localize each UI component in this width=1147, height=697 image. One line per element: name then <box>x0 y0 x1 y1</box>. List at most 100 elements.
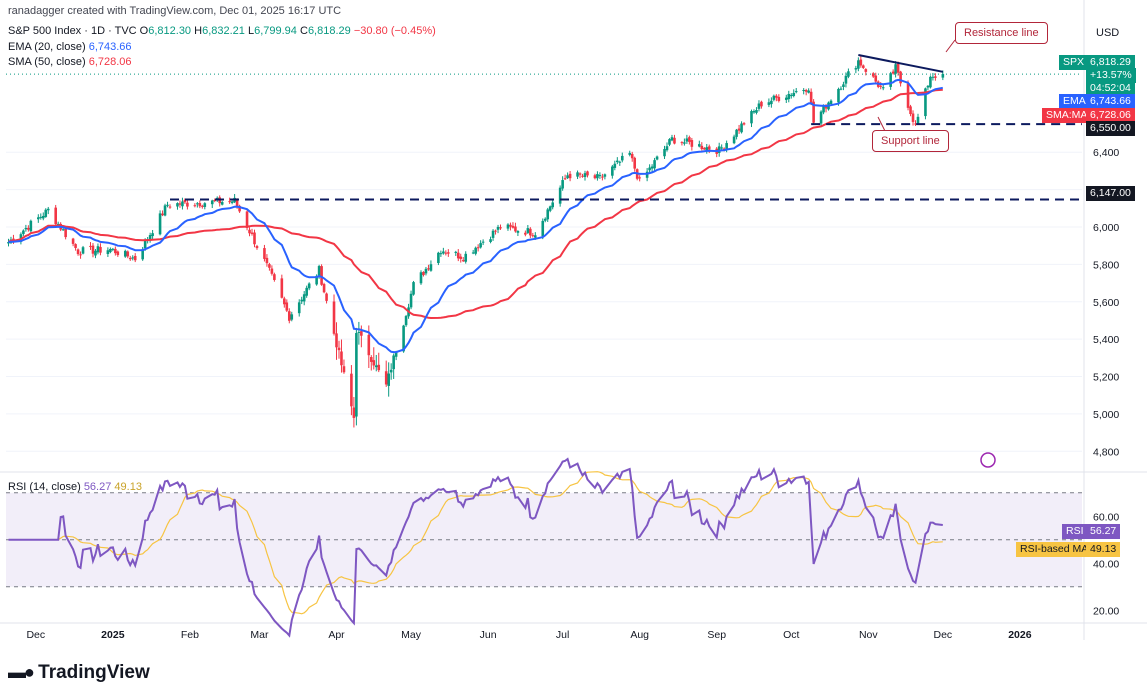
candle-up <box>698 144 701 147</box>
candle-up <box>931 76 935 78</box>
candle-down <box>322 284 326 293</box>
candle-up <box>548 206 552 211</box>
ohlc-c-label: C <box>299 25 308 37</box>
candle-up <box>131 257 135 259</box>
candle-up <box>166 204 169 206</box>
candle-up <box>770 100 773 105</box>
credit-text: ranadagger created with TradingView.com,… <box>8 5 342 17</box>
support-callout[interactable]: Support line <box>872 130 949 152</box>
candle-down <box>690 140 694 147</box>
candle-up <box>158 213 162 235</box>
candle-up <box>404 316 408 326</box>
rsi-ma-axis-label: RSI-based MA <box>1016 542 1093 557</box>
candle-up <box>230 201 234 203</box>
candle-up <box>941 74 945 78</box>
time-tick-label: 2026 <box>1008 629 1032 641</box>
candle-up <box>409 293 413 308</box>
candle-up <box>916 116 920 124</box>
candle-down <box>325 293 328 301</box>
candle-up <box>857 60 860 69</box>
rsi-legend-ma: 49.13 <box>114 481 142 493</box>
candle-up <box>37 217 40 220</box>
candle-up <box>807 90 810 93</box>
candle-down <box>377 364 381 371</box>
candle-down <box>578 173 582 175</box>
candle-down <box>342 366 346 373</box>
ema-legend-value: 6,743.66 <box>88 41 132 53</box>
candle-up <box>489 239 492 242</box>
candle-up <box>628 152 632 155</box>
price-tick-label: 6,400 <box>1093 147 1119 159</box>
candle-up <box>732 136 736 144</box>
sma-legend[interactable]: SMA (50, close) 6,728.06 <box>8 56 132 68</box>
candle-up <box>315 275 318 285</box>
candle-up <box>784 97 788 100</box>
candle-up <box>151 233 154 237</box>
candle-up <box>839 88 843 90</box>
candle-down <box>906 83 910 108</box>
candle-up <box>889 73 892 87</box>
rsi-axis-badge: 56.27 <box>1086 524 1121 539</box>
ohlc-h-label: H <box>194 25 203 37</box>
ema-20-line <box>8 78 943 354</box>
candle-up <box>558 187 562 204</box>
candle-up <box>491 230 495 238</box>
candle-up <box>148 235 152 241</box>
spx-change-badge: +13.57% <box>1086 68 1136 83</box>
ema-legend[interactable]: EMA (20, close) 6,743.66 <box>8 41 132 53</box>
sma-axis-label: SMA:MA <box>1042 108 1092 123</box>
candle-up <box>290 314 294 320</box>
candle-down <box>737 128 741 131</box>
candle-up <box>685 138 689 142</box>
candle-down <box>186 202 189 207</box>
candle-up <box>650 166 654 169</box>
candle-down <box>285 302 289 311</box>
candle-up <box>755 109 758 113</box>
candle-up <box>163 205 167 216</box>
currency-label[interactable]: USD <box>1096 27 1120 39</box>
candle-down <box>332 301 336 334</box>
price-tick-label: 5,800 <box>1093 259 1119 271</box>
candle-down <box>337 347 341 351</box>
sma-legend-label: SMA (50, close) <box>8 56 86 68</box>
candle-up <box>794 91 798 93</box>
candle-down <box>531 235 535 237</box>
candle-down <box>680 142 684 144</box>
tradingview-logo-text: TradingView <box>38 662 150 683</box>
candle-down <box>198 203 202 207</box>
resistance-callout[interactable]: Resistance line <box>955 22 1048 44</box>
candle-up <box>203 203 207 207</box>
candle-down <box>862 65 865 68</box>
spx-timer-badge: 04:52:04 <box>1086 81 1135 96</box>
candle-up <box>81 247 85 254</box>
candle-up <box>442 251 445 254</box>
candle-up <box>926 85 930 88</box>
candle-down <box>64 228 67 238</box>
candle-down <box>914 123 917 125</box>
candle-down <box>702 148 706 150</box>
tradingview-logo[interactable]: ▬● TradingView <box>8 662 150 684</box>
rsi-legend[interactable]: RSI (14, close) 56.27 49.13 <box>8 481 142 493</box>
candle-down <box>804 90 808 92</box>
candle-up <box>506 224 510 229</box>
candle-up <box>24 227 28 230</box>
candle-down <box>54 207 57 225</box>
candle-up <box>176 203 179 207</box>
candle-down <box>859 59 863 66</box>
rsi-tick-label: 40.00 <box>1093 558 1119 570</box>
rsi-tick-label: 60.00 <box>1093 511 1119 523</box>
support-callout-pointer <box>877 116 886 132</box>
candle-up <box>822 105 825 113</box>
candle-up <box>389 369 393 373</box>
candle-up <box>412 282 415 295</box>
candle-up <box>842 84 845 87</box>
candle-up <box>683 142 686 144</box>
candle-down <box>372 360 376 366</box>
candle-up <box>181 201 184 207</box>
candle-up <box>648 167 651 171</box>
candle-down <box>367 334 371 356</box>
candle-up <box>616 160 619 163</box>
candle-down <box>213 200 217 202</box>
candle-down <box>161 213 164 216</box>
candle-up <box>583 173 587 178</box>
